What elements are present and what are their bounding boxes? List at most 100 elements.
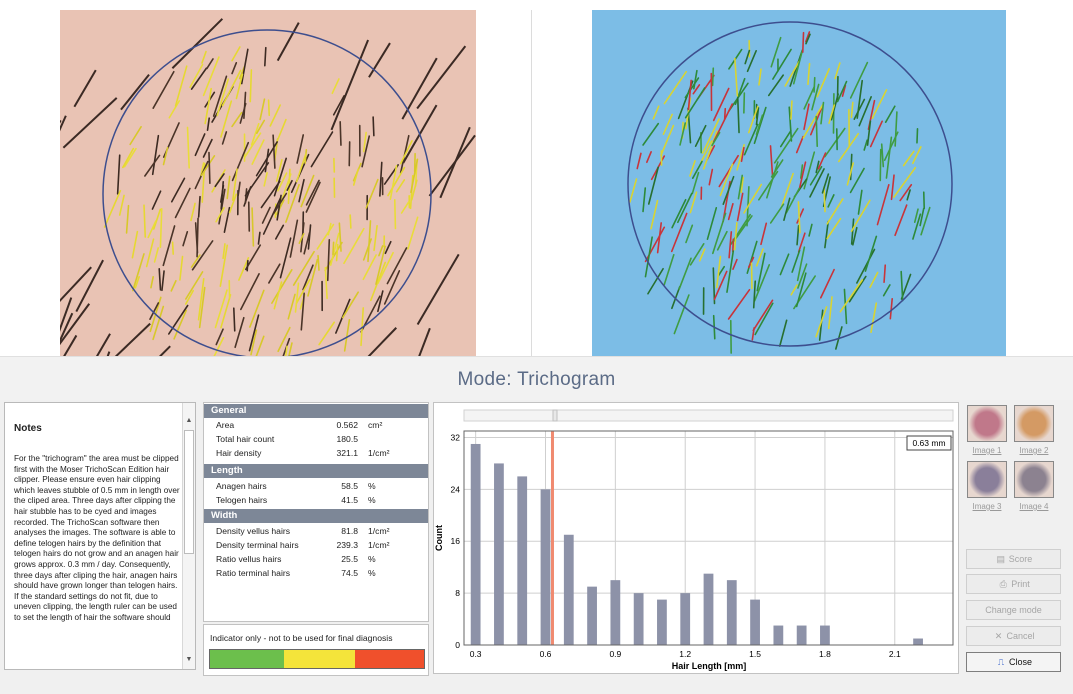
scalp-image-analysed-drawing [627, 21, 953, 354]
svg-left-hair [182, 230, 189, 247]
svg-right-hair [819, 268, 835, 299]
close-button[interactable]: ⎍ Close [966, 652, 1061, 672]
scroll-up-icon[interactable]: ▲ [185, 417, 193, 424]
svg-right-hair [882, 284, 891, 297]
y-tick-label: 0 [455, 640, 460, 650]
svg-left-hair [324, 266, 328, 300]
thumbnail-image-1[interactable] [967, 405, 1007, 442]
svg-left-hair [125, 204, 130, 234]
svg-left-hair [116, 154, 121, 195]
cancel-button[interactable]: ✕ Cancel [966, 626, 1061, 646]
svg-left-hair [329, 232, 340, 266]
histogram-bar [726, 580, 737, 645]
svg-right-hair [694, 124, 707, 147]
svg-left-hair [368, 42, 391, 78]
notes-scroll-thumb[interactable] [184, 430, 194, 554]
svg-right-hair [753, 106, 767, 145]
svg-right-hair [701, 118, 720, 154]
svg-left-hair [197, 277, 205, 321]
svg-left-hair [200, 155, 216, 177]
stat-value: 180.5 [336, 434, 358, 444]
svg-left-hair [362, 254, 377, 281]
svg-left-hair [249, 289, 265, 328]
svg-left-hair [276, 22, 300, 62]
svg-left-hair [194, 222, 199, 254]
thumbnail-image-4[interactable] [1014, 461, 1054, 498]
svg-right-hair [869, 120, 883, 148]
svg-right-hair [796, 208, 805, 224]
thumbnail-image-2[interactable] [1014, 405, 1054, 442]
change-mode-button[interactable]: Change mode [966, 600, 1061, 620]
histogram-bar [563, 534, 574, 645]
svg-left-hair [416, 45, 467, 110]
svg-right-hair [747, 256, 755, 269]
hair-length-histogram[interactable]: 0.3 0.6 0.9 1.2 1.5 1.8 2.1 0 8 16 24 32 Count Hair… [433, 402, 959, 674]
length-slider-track[interactable] [463, 409, 954, 422]
svg-left-hair [360, 307, 365, 347]
histogram-bar [750, 599, 760, 645]
svg-left-hair [231, 46, 241, 62]
histogram-bar [773, 625, 784, 645]
svg-right-hair [795, 135, 804, 154]
svg-right-hair [803, 103, 810, 131]
svg-right-hair [767, 74, 784, 97]
svg-right-hair [852, 226, 858, 246]
thumbnail-label[interactable]: Image 1 [972, 446, 1002, 455]
svg-left-hair [158, 267, 162, 291]
svg-right-hair [880, 143, 885, 168]
svg-left-hair [338, 222, 342, 252]
svg-right-hair [740, 146, 745, 163]
svg-right-hair [722, 175, 735, 206]
length-slider-thumb[interactable] [552, 409, 558, 422]
svg-right-hair [753, 264, 771, 302]
svg-right-hair [689, 191, 698, 214]
svg-right-hair [839, 279, 864, 313]
score-label: Score [1008, 554, 1033, 564]
svg-right-hair [769, 203, 785, 224]
stat-label: Anagen hairs [216, 481, 267, 491]
stat-unit: 1/cm² [368, 540, 390, 550]
histogram-bar [703, 573, 714, 645]
svg-right-hair [816, 68, 831, 98]
histogram-svg[interactable]: 0.3 0.6 0.9 1.2 1.5 1.8 2.1 0 8 16 24 32 Count Hair… [434, 403, 960, 675]
svg-left-hair [232, 307, 236, 332]
svg-left-hair [273, 281, 283, 310]
svg-left-hair [202, 138, 213, 158]
svg-right-hair [760, 222, 768, 246]
svg-right-hair [678, 257, 692, 290]
svg-right-hair [796, 246, 806, 282]
svg-left-hair [237, 181, 241, 197]
scroll-down-icon[interactable]: ▼ [185, 656, 193, 663]
stat-unit: cm² [368, 420, 383, 430]
stat-label: Ratio terminal hairs [216, 568, 291, 578]
svg-left-hair [341, 291, 359, 319]
histogram-bar [494, 463, 504, 645]
svg-left-hair [170, 177, 186, 203]
score-button[interactable]: ▤ Score [966, 549, 1061, 569]
svg-left-hair [251, 207, 255, 247]
svg-left-hair [129, 126, 142, 146]
thumbnail-label[interactable]: Image 3 [972, 502, 1002, 511]
indicator-bar [209, 649, 425, 669]
svg-right-hair [906, 189, 911, 201]
svg-right-hair [755, 106, 760, 126]
svg-right-hair [827, 194, 835, 208]
thumbnail-label[interactable]: Image 2 [1019, 446, 1049, 455]
svg-right-hair [684, 87, 706, 119]
stat-label: Density terminal hairs [216, 540, 299, 550]
svg-left-hair [269, 104, 282, 127]
svg-left-hair [383, 270, 401, 305]
svg-left-hair [377, 251, 394, 285]
stat-row: Ratio vellus hairs 25.5 % [204, 552, 428, 566]
thumbnail-label[interactable]: Image 4 [1019, 502, 1049, 511]
svg-left-hair [260, 180, 281, 209]
svg-left-hair [179, 255, 184, 281]
notes-scrollbar[interactable]: ▲ ▼ [182, 403, 195, 669]
print-button[interactable]: ⎙ Print [966, 574, 1061, 594]
svg-right-hair [824, 220, 830, 249]
thumbnail-image-3[interactable] [967, 461, 1007, 498]
svg-left-hair [302, 264, 314, 291]
svg-left-hair [255, 119, 266, 134]
svg-left-hair [75, 259, 104, 313]
score-icon: ▤ [996, 554, 1005, 564]
